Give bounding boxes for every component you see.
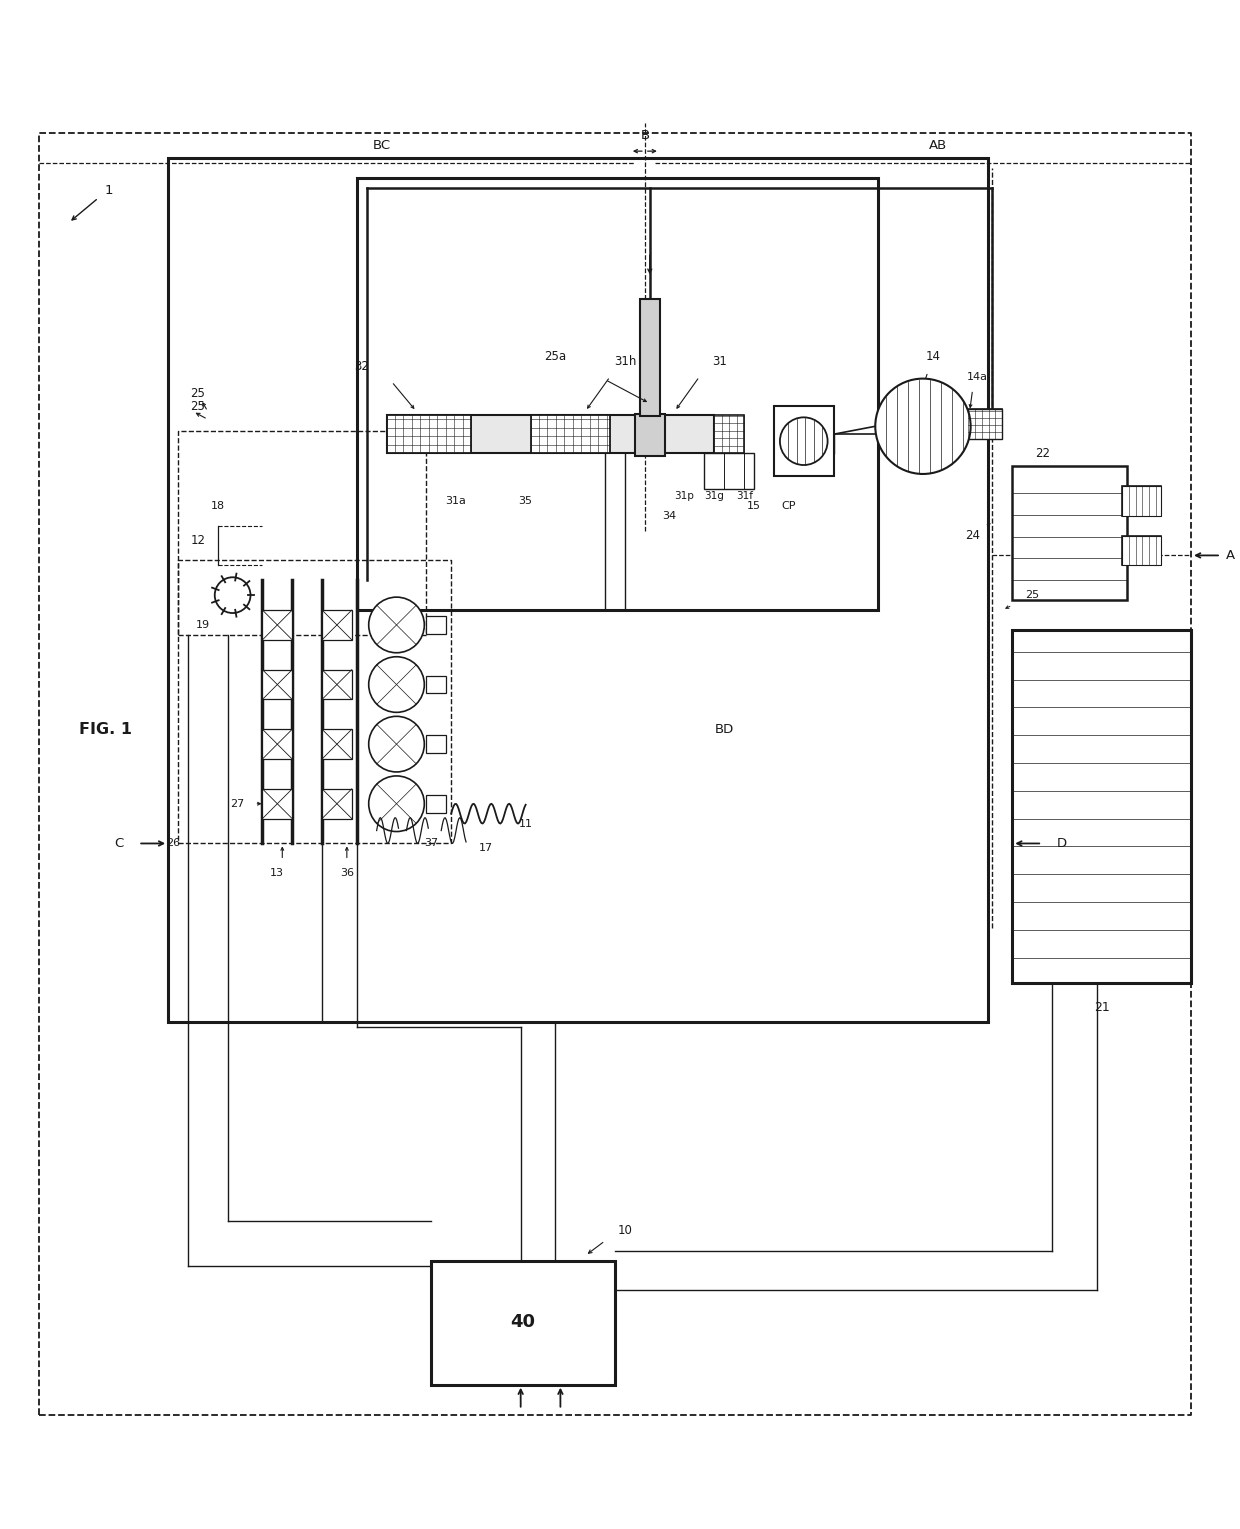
Bar	[263, 610, 293, 639]
Circle shape	[215, 578, 250, 613]
Bar	[1122, 486, 1162, 515]
Text: 31: 31	[712, 355, 727, 368]
Bar	[774, 407, 833, 476]
Text: C: C	[114, 836, 123, 850]
Text: 25: 25	[1025, 590, 1039, 601]
Bar	[322, 610, 352, 639]
Text: B: B	[640, 128, 650, 142]
Text: 17: 17	[479, 844, 494, 853]
Bar	[427, 676, 446, 694]
Text: D: D	[1056, 836, 1068, 850]
Text: 31h: 31h	[614, 355, 636, 368]
Text: 13: 13	[270, 868, 284, 878]
Bar	[387, 416, 471, 453]
Text: 22: 22	[1034, 446, 1049, 460]
Text: 25: 25	[191, 401, 206, 413]
Bar	[1012, 630, 1192, 983]
Text: 12: 12	[191, 534, 206, 547]
Text: 36: 36	[340, 868, 353, 878]
Bar	[357, 177, 878, 610]
Text: 40: 40	[510, 1313, 536, 1332]
Bar	[967, 410, 1002, 439]
Bar	[635, 414, 665, 456]
Text: A: A	[1226, 549, 1235, 563]
Text: 37: 37	[424, 838, 438, 849]
Bar	[427, 616, 446, 635]
Bar	[1122, 535, 1162, 566]
Text: 19: 19	[196, 619, 210, 630]
Bar	[263, 789, 293, 818]
Bar	[387, 416, 714, 453]
Circle shape	[368, 598, 424, 653]
Bar	[427, 795, 446, 813]
Text: CP: CP	[781, 502, 796, 511]
Bar	[169, 157, 987, 1023]
Text: 10: 10	[618, 1225, 632, 1237]
Text: 24: 24	[965, 529, 980, 543]
Circle shape	[875, 379, 971, 474]
Text: BC: BC	[372, 139, 391, 151]
Text: 25a: 25a	[544, 350, 567, 364]
Text: 26: 26	[166, 838, 180, 849]
Text: 15: 15	[746, 502, 761, 511]
Bar	[714, 416, 744, 453]
Text: 34: 34	[662, 511, 677, 521]
Text: 27: 27	[231, 798, 244, 809]
Text: 32: 32	[355, 361, 370, 373]
Text: 18: 18	[211, 502, 224, 511]
Text: 14a: 14a	[967, 372, 988, 382]
Text: 31g: 31g	[704, 491, 724, 502]
Text: 31a: 31a	[445, 495, 466, 506]
Bar	[322, 789, 352, 818]
Bar	[427, 735, 446, 754]
Text: AB: AB	[929, 139, 947, 151]
Text: FIG. 1: FIG. 1	[78, 722, 131, 737]
Bar	[640, 300, 660, 416]
Bar	[1122, 535, 1162, 566]
Circle shape	[368, 775, 424, 832]
Bar	[322, 729, 352, 758]
Bar	[322, 670, 352, 699]
Text: 31p: 31p	[675, 491, 694, 502]
Bar	[263, 670, 293, 699]
Circle shape	[368, 716, 424, 772]
Circle shape	[368, 657, 424, 713]
Text: 11: 11	[518, 818, 533, 829]
Bar	[967, 410, 1002, 439]
Text: 14: 14	[925, 350, 940, 364]
Text: 35: 35	[518, 495, 533, 506]
Text: 31f: 31f	[735, 491, 753, 502]
Bar	[432, 1260, 615, 1385]
Text: 21: 21	[1094, 1001, 1110, 1014]
Bar	[1012, 466, 1127, 599]
Text: 25: 25	[191, 387, 206, 401]
Bar	[704, 453, 754, 489]
Text: 1: 1	[104, 185, 113, 197]
Circle shape	[780, 417, 827, 465]
Bar	[263, 729, 293, 758]
Bar	[1122, 486, 1162, 515]
Text: BD: BD	[714, 723, 734, 735]
Bar	[531, 416, 610, 453]
